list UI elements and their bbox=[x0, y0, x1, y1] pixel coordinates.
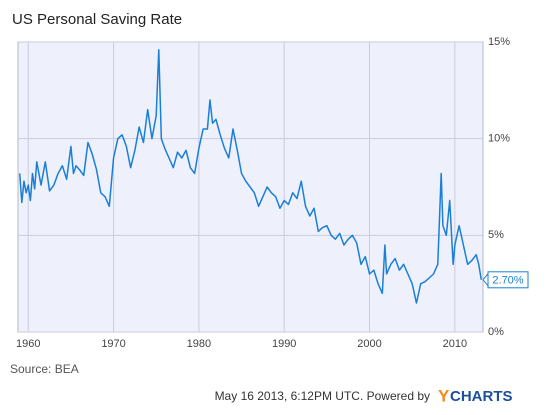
x-tick-label: 1990 bbox=[272, 338, 296, 350]
chart-title: US Personal Saving Rate bbox=[12, 11, 182, 28]
line bbox=[18, 48, 483, 304]
last-value-pointer bbox=[482, 272, 489, 288]
x-tick-label: 1970 bbox=[101, 338, 125, 350]
footer: May 16 2013, 6:12PM UTC. Powered by bbox=[215, 389, 430, 403]
y-tick-label: 5% bbox=[488, 229, 504, 241]
x-tick-label: 2000 bbox=[357, 338, 381, 350]
last-value-box bbox=[487, 271, 529, 289]
source: Source: BEA bbox=[10, 362, 79, 376]
logo-y: Y bbox=[438, 386, 450, 405]
x-tick-label: 1960 bbox=[16, 338, 40, 350]
y-tick-label: 15% bbox=[488, 36, 510, 48]
logo-rest: CHARTS bbox=[450, 388, 513, 405]
x-tick-label: 2010 bbox=[443, 338, 467, 350]
x-tick-label: 1980 bbox=[187, 338, 211, 350]
y-tick-label: 10% bbox=[488, 133, 510, 145]
y-tick-label: 0% bbox=[488, 326, 504, 338]
last-value-label: 2.70% bbox=[492, 275, 523, 287]
